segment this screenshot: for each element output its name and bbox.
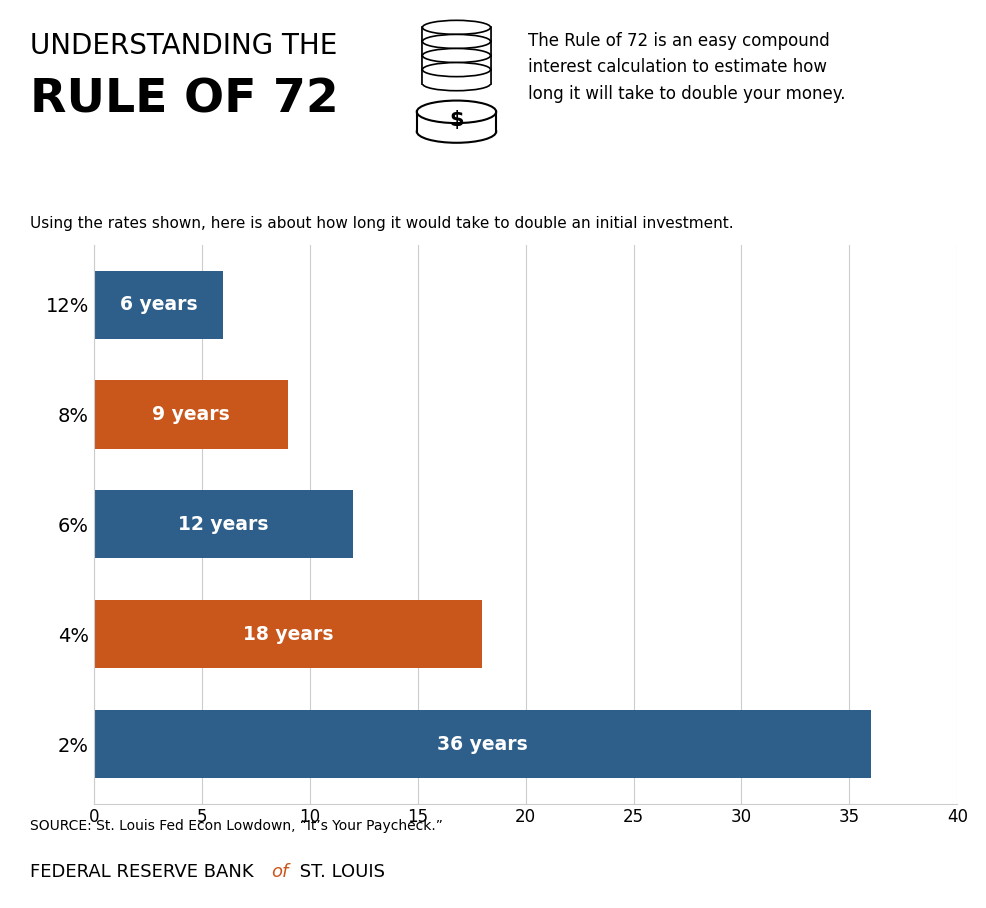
Ellipse shape [422,35,490,48]
FancyBboxPatch shape [422,55,490,70]
Text: The Rule of 72 is an easy compound
interest calculation to estimate how
long it : The Rule of 72 is an easy compound inter… [528,32,845,103]
FancyBboxPatch shape [422,70,490,84]
Text: 6 years: 6 years [119,295,197,314]
Bar [416,112,496,132]
Ellipse shape [416,120,496,143]
Bar [94,490,353,558]
Text: RULE OF 72: RULE OF 72 [30,77,338,123]
Text: UNDERSTANDING THE: UNDERSTANDING THE [30,32,336,60]
Ellipse shape [422,63,490,76]
Ellipse shape [422,76,490,91]
Ellipse shape [416,101,496,123]
Text: 72 ÷ Interest rate = Years to double money: 72 ÷ Interest rate = Years to double mon… [222,162,769,185]
Bar [94,710,870,778]
Text: SOURCE: St. Louis Fed Econ Lowdown, “It’s Your Paycheck.”: SOURCE: St. Louis Fed Econ Lowdown, “It’… [30,819,442,833]
FancyBboxPatch shape [422,42,490,55]
Bar [422,55,490,70]
Ellipse shape [422,48,490,63]
Text: FEDERAL RESERVE BANK: FEDERAL RESERVE BANK [30,863,258,881]
Ellipse shape [422,20,490,35]
Bar [422,27,490,42]
Text: 12 years: 12 years [177,515,268,534]
Bar [422,70,490,84]
Ellipse shape [422,48,490,63]
Bar [94,600,482,668]
Text: of: of [271,863,289,881]
Bar [94,380,288,449]
Text: $: $ [449,110,463,130]
Text: Using the rates shown, here is about how long it would take to double an initial: Using the rates shown, here is about how… [30,216,733,232]
Text: 36 years: 36 years [437,735,528,754]
Bar [422,42,490,55]
Bar [416,112,496,132]
Ellipse shape [422,35,490,48]
Ellipse shape [422,63,490,76]
Bar [94,271,223,339]
Text: 18 years: 18 years [243,625,333,644]
Text: 9 years: 9 years [152,405,230,424]
FancyBboxPatch shape [422,27,490,42]
Text: ST. LOUIS: ST. LOUIS [294,863,385,881]
